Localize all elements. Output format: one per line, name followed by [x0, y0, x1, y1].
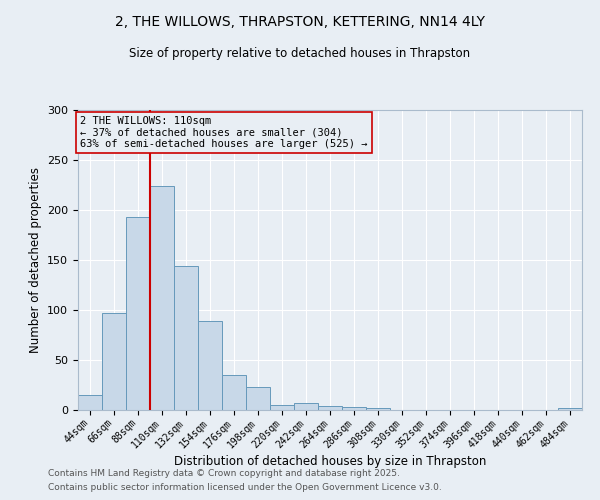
Bar: [222, 375, 246, 410]
Y-axis label: Number of detached properties: Number of detached properties: [29, 167, 41, 353]
Text: Contains HM Land Registry data © Crown copyright and database right 2025.: Contains HM Land Registry data © Crown c…: [48, 468, 400, 477]
Bar: [174, 266, 198, 410]
Bar: [558, 408, 582, 410]
Bar: [78, 395, 102, 410]
Bar: [294, 403, 318, 410]
Bar: [318, 406, 342, 410]
Bar: [198, 321, 222, 410]
Bar: [270, 405, 294, 410]
Bar: [150, 186, 174, 410]
Text: 2 THE WILLOWS: 110sqm
← 37% of detached houses are smaller (304)
63% of semi-det: 2 THE WILLOWS: 110sqm ← 37% of detached …: [80, 116, 368, 149]
X-axis label: Distribution of detached houses by size in Thrapston: Distribution of detached houses by size …: [174, 455, 486, 468]
Bar: [342, 407, 366, 410]
Text: 2, THE WILLOWS, THRAPSTON, KETTERING, NN14 4LY: 2, THE WILLOWS, THRAPSTON, KETTERING, NN…: [115, 15, 485, 29]
Bar: [126, 217, 150, 410]
Bar: [246, 387, 270, 410]
Bar: [102, 313, 126, 410]
Bar: [366, 408, 390, 410]
Text: Size of property relative to detached houses in Thrapston: Size of property relative to detached ho…: [130, 48, 470, 60]
Text: Contains public sector information licensed under the Open Government Licence v3: Contains public sector information licen…: [48, 484, 442, 492]
